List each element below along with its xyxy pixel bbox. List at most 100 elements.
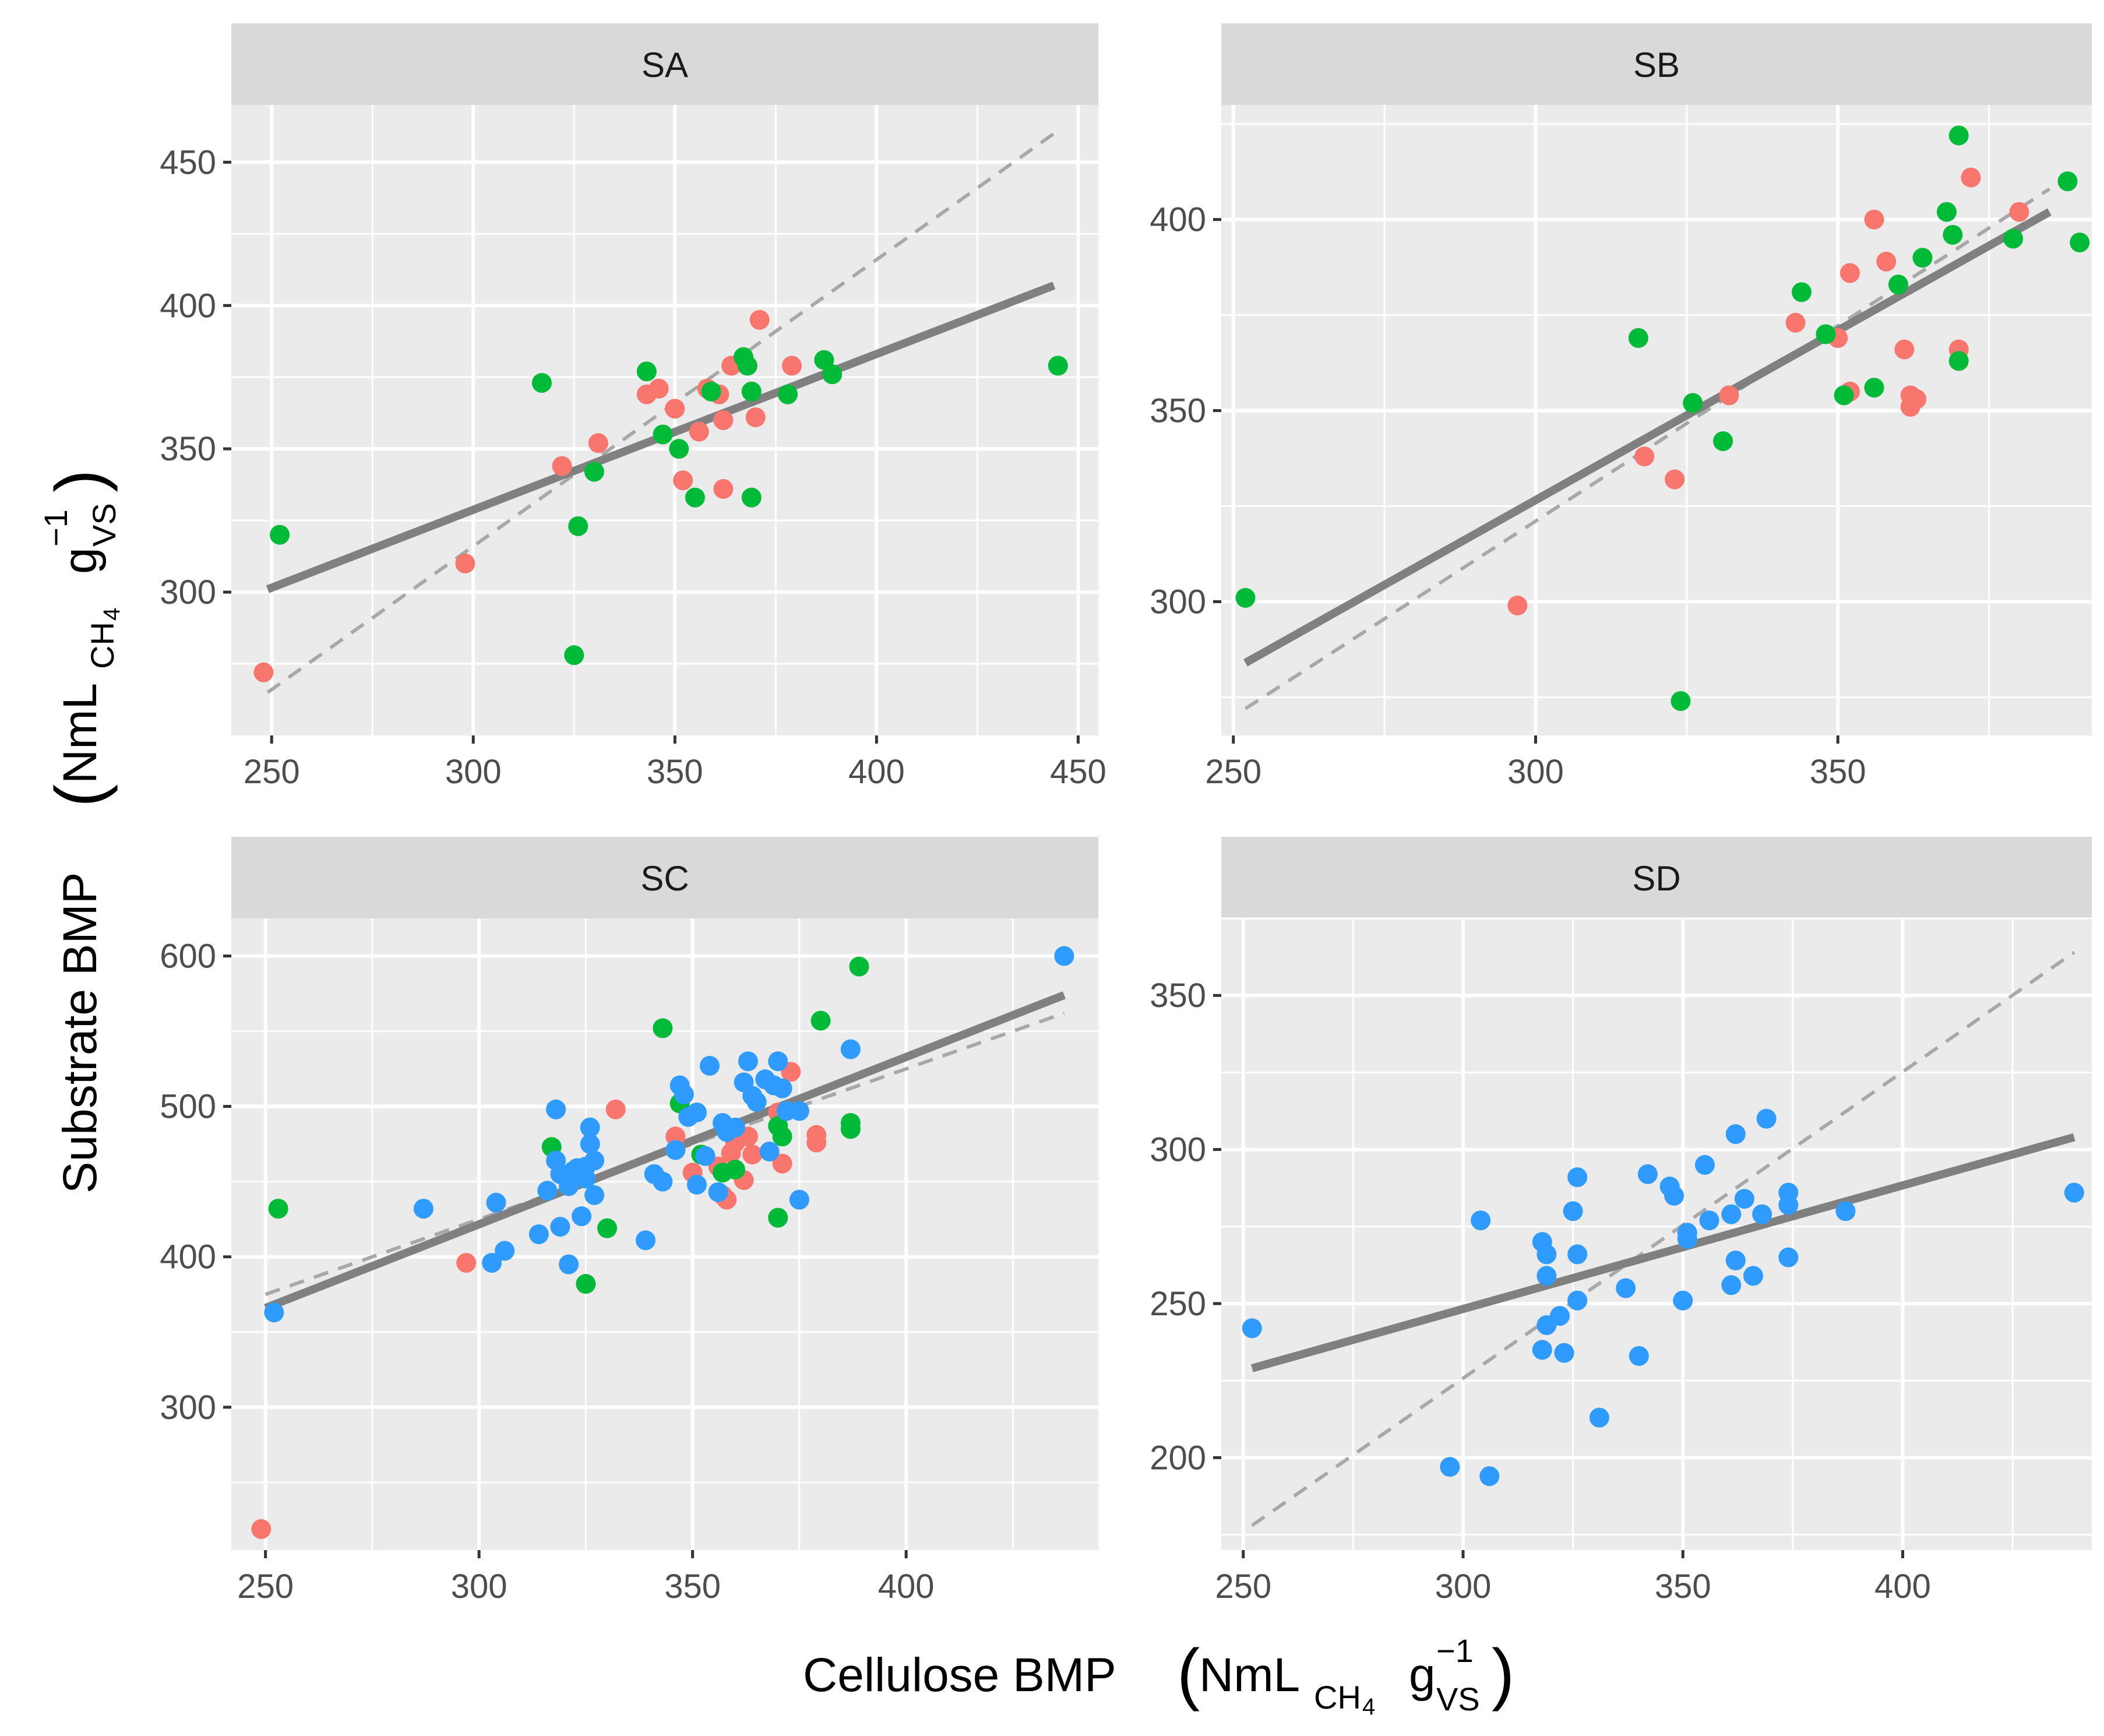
data-point-sa-group-2 xyxy=(1048,355,1068,376)
strip-sd xyxy=(1221,837,2092,918)
data-point-sd-group-3 xyxy=(1725,1124,1746,1145)
data-point-sd-group-3 xyxy=(1550,1306,1570,1326)
data-point-sa-group-2 xyxy=(636,361,657,382)
data-point-sd-group-3 xyxy=(1589,1407,1609,1428)
data-point-sd-group-3 xyxy=(1471,1210,1491,1231)
y-tick-label-sc: 500 xyxy=(160,1088,216,1126)
x-tick-label-sa: 300 xyxy=(445,753,502,791)
data-point-sa-group-2 xyxy=(531,373,552,393)
y-tick-label-sb: 350 xyxy=(1150,392,1206,430)
data-point-sd-group-3 xyxy=(1567,1167,1588,1188)
data-point-sd-group-3 xyxy=(1752,1204,1772,1224)
data-point-sc-group-1 xyxy=(251,1519,272,1539)
data-point-sa-group-1 xyxy=(588,433,608,453)
data-point-sd-group-3 xyxy=(1567,1290,1588,1311)
y-axis-paren-open: ( xyxy=(41,784,118,807)
data-point-sb-group-2 xyxy=(1834,385,1854,406)
x-axis-unit-g: g xyxy=(1409,1649,1436,1702)
y-tick-label-sa: 350 xyxy=(160,430,216,468)
data-point-sd-group-3 xyxy=(1532,1340,1552,1360)
strip-label-sc: SC xyxy=(640,859,689,898)
data-point-sc-group-3 xyxy=(537,1181,558,1201)
plot-area-sa: 250 300 350 400 450 300 350 400 450 xyxy=(160,105,1106,791)
data-point-sd-group-3 xyxy=(1756,1108,1777,1129)
data-point-sa-group-2 xyxy=(778,384,798,404)
data-point-sb-group-1 xyxy=(1665,469,1685,490)
regression-line-sc xyxy=(264,991,1066,1312)
data-point-sd-group-3 xyxy=(1734,1189,1754,1209)
strip-label-sd: SD xyxy=(1632,859,1680,898)
data-point-sc-group-3 xyxy=(665,1140,686,1160)
data-point-sb-group-2 xyxy=(1948,351,1969,371)
y-tick-label-sd: 200 xyxy=(1150,1439,1206,1477)
data-point-sd-group-3 xyxy=(1563,1201,1583,1221)
data-point-sb-group-1 xyxy=(1840,263,1860,283)
y-axis-paren-close: ) xyxy=(41,470,118,492)
x-tick-label-sd: 350 xyxy=(1655,1568,1711,1605)
panel-sb: SB 250 300 350 300 350 400 xyxy=(1150,23,2092,791)
plot-background-sd xyxy=(1221,918,2092,1550)
data-point-sa-group-1 xyxy=(713,479,734,499)
data-point-sb-group-1 xyxy=(1906,389,1927,409)
data-point-sd-group-3 xyxy=(1479,1466,1500,1487)
x-axis-paren-close: ) xyxy=(1492,1635,1514,1712)
data-point-sd-group-3 xyxy=(1778,1195,1799,1215)
data-point-sb-group-2 xyxy=(1864,378,1884,398)
x-tick-label-sc: 300 xyxy=(451,1568,508,1605)
data-point-sa-group-1 xyxy=(673,470,693,491)
x-tick-label-sa: 450 xyxy=(1050,753,1106,791)
data-point-sb-group-2 xyxy=(1792,282,1812,302)
data-point-sc-group-3 xyxy=(708,1182,728,1202)
y-tick-label-sc: 300 xyxy=(160,1389,216,1427)
data-point-sb-group-2 xyxy=(1628,328,1648,348)
data-point-sc-group-3 xyxy=(580,1134,600,1154)
data-point-sc-group-3 xyxy=(482,1253,502,1273)
x-tick-label-sa: 350 xyxy=(647,753,703,791)
data-point-sc-group-3 xyxy=(546,1099,566,1119)
data-point-sc-group-2 xyxy=(849,956,869,977)
y-tick-label-sb: 400 xyxy=(1150,201,1206,239)
data-point-sb-group-2 xyxy=(2070,233,2090,253)
data-point-sc-group-3 xyxy=(789,1101,809,1121)
data-point-sa-group-1 xyxy=(253,662,274,682)
data-point-sc-group-1 xyxy=(806,1132,827,1153)
data-point-sc-group-2 xyxy=(597,1218,618,1238)
x-axis-unit-g-sub: VS xyxy=(1436,1681,1480,1717)
strip-label-sb: SB xyxy=(1633,45,1680,84)
plot-area-sb: 250 300 350 300 350 400 xyxy=(1150,105,2092,791)
data-point-sa-group-1 xyxy=(649,378,669,399)
x-axis-title: Cellulose BMP ( NmL CH 4 g −1 VS ) xyxy=(803,1632,1514,1720)
data-point-sb-group-2 xyxy=(1948,125,1969,146)
identity-line-sb xyxy=(1244,187,2051,710)
data-point-sc-group-2 xyxy=(772,1126,792,1147)
data-point-sb-group-1 xyxy=(1634,446,1655,467)
data-point-sd-group-3 xyxy=(1536,1244,1557,1265)
data-point-sa-group-1 xyxy=(689,421,709,442)
data-point-sc-group-3 xyxy=(559,1254,579,1274)
data-point-sd-group-3 xyxy=(1536,1266,1557,1286)
data-point-sc-group-3 xyxy=(768,1051,788,1072)
data-point-sc-group-1 xyxy=(742,1145,763,1165)
data-point-sd-group-3 xyxy=(1725,1250,1746,1270)
panel-sc: SC 250 300 350 400 300 400 500 600 xyxy=(160,837,1098,1605)
plot-background-sa xyxy=(231,105,1098,735)
data-point-sc-group-2 xyxy=(268,1199,288,1219)
data-point-sd-group-3 xyxy=(1629,1346,1649,1366)
data-point-sd-group-3 xyxy=(1778,1247,1799,1267)
data-point-sc-group-3 xyxy=(686,1102,707,1122)
data-point-sd-group-3 xyxy=(1242,1318,1262,1339)
y-tick-label-sb: 300 xyxy=(1150,583,1206,621)
data-point-sc-group-1 xyxy=(456,1253,477,1273)
data-point-sc-group-3 xyxy=(264,1302,284,1323)
regression-line-sd xyxy=(1250,1133,2075,1372)
data-point-sc-group-1 xyxy=(772,1153,792,1174)
strip-label-sa: SA xyxy=(642,45,688,84)
data-point-sd-group-3 xyxy=(1721,1275,1742,1295)
data-point-sc-group-3 xyxy=(738,1051,758,1072)
data-point-sb-group-1 xyxy=(1719,385,1739,406)
data-point-sb-group-2 xyxy=(1683,393,1703,413)
data-point-sa-group-2 xyxy=(737,355,757,376)
data-point-sa-group-2 xyxy=(822,364,843,385)
data-point-sb-group-2 xyxy=(1670,691,1691,711)
y-axis-unit: NmL xyxy=(54,683,107,784)
